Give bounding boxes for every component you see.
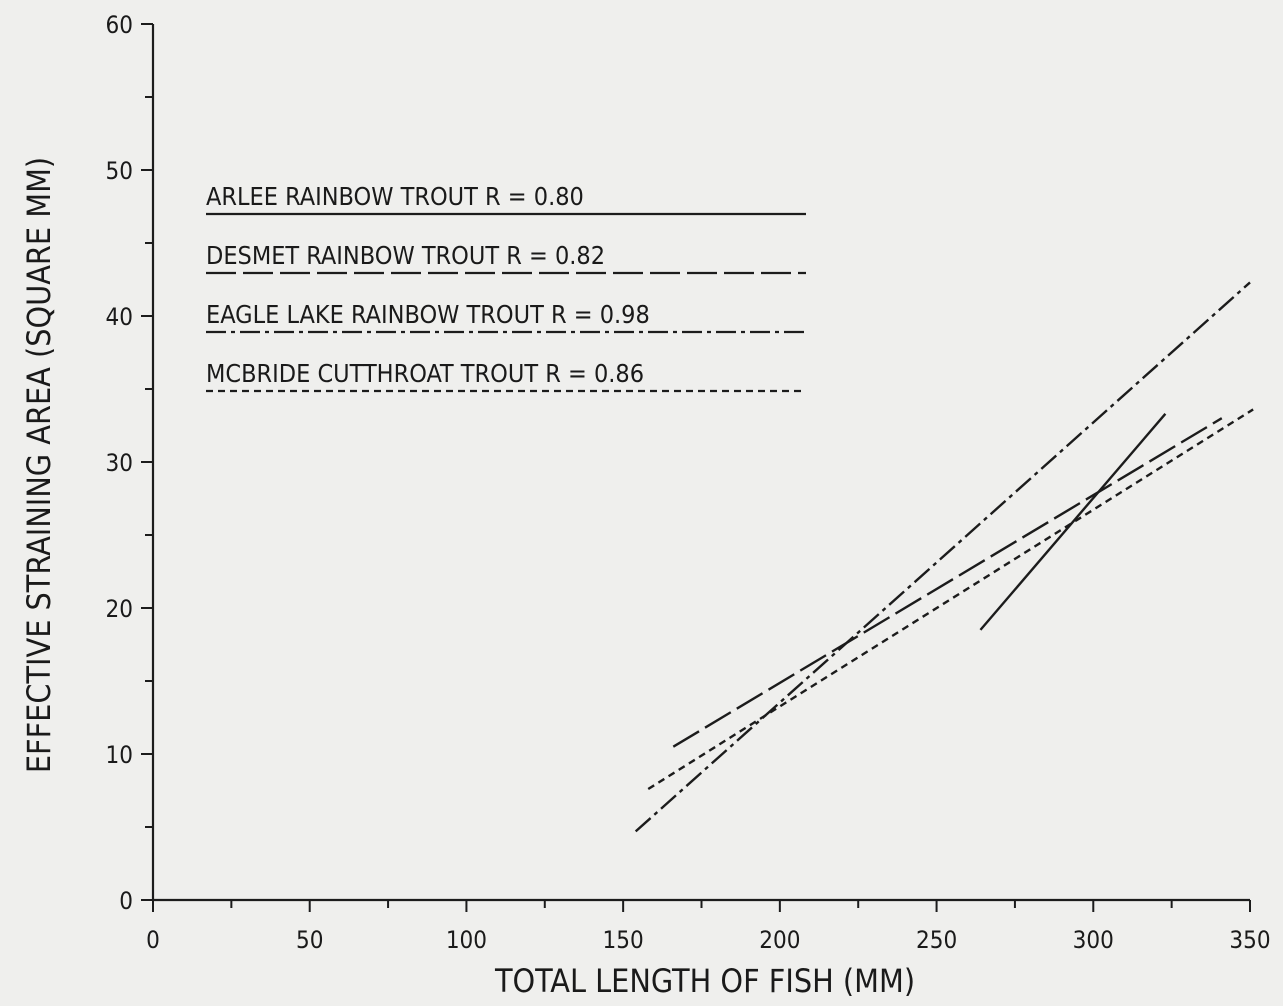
x-tick-label: 350: [1229, 926, 1270, 954]
y-tick-label: 10: [106, 741, 133, 769]
y-axis-title: EFFECTIVE STRAINING AREA (SQUARE MM): [20, 157, 58, 773]
x-axis-title: TOTAL LENGTH OF FISH (MM): [494, 962, 915, 1000]
y-tick-label: 30: [106, 449, 133, 477]
ticks: 0 50 100 150 200 250 300 350 0 10 20 30 40 50 60: [106, 11, 1271, 954]
series-lines: [634, 281, 1254, 833]
y-tick-label: 50: [106, 157, 133, 185]
y-tick-label: 0: [119, 887, 133, 915]
series-line-2: [672, 417, 1223, 748]
series-line-3: [634, 281, 1251, 833]
x-tick-label: 150: [603, 926, 644, 954]
legend-label-2: DESMET RAINBOW TROUT R = 0.82: [206, 241, 605, 270]
x-tick-label: 200: [759, 926, 800, 954]
x-tick-label: 300: [1073, 926, 1114, 954]
legend-label-4: MCBRIDE CUTTHROAT TROUT R = 0.86: [206, 359, 644, 388]
series-line-4: [647, 408, 1254, 791]
legend-label-3: EAGLE LAKE RAINBOW TROUT R = 0.98: [206, 300, 650, 329]
x-tick-label: 0: [146, 926, 160, 954]
series-line-1: [979, 413, 1167, 631]
y-tick-label: 60: [106, 11, 133, 39]
legend: ARLEE RAINBOW TROUT R = 0.80 DESMET RAINB…: [206, 182, 806, 393]
legend-label-1: ARLEE RAINBOW TROUT R = 0.80: [206, 182, 584, 211]
axes: [151, 24, 1250, 902]
x-tick-label: 100: [446, 926, 487, 954]
x-tick-label: 250: [916, 926, 957, 954]
y-tick-label: 20: [106, 595, 133, 623]
x-tick-label: 50: [296, 926, 323, 954]
y-tick-label: 40: [106, 303, 133, 331]
